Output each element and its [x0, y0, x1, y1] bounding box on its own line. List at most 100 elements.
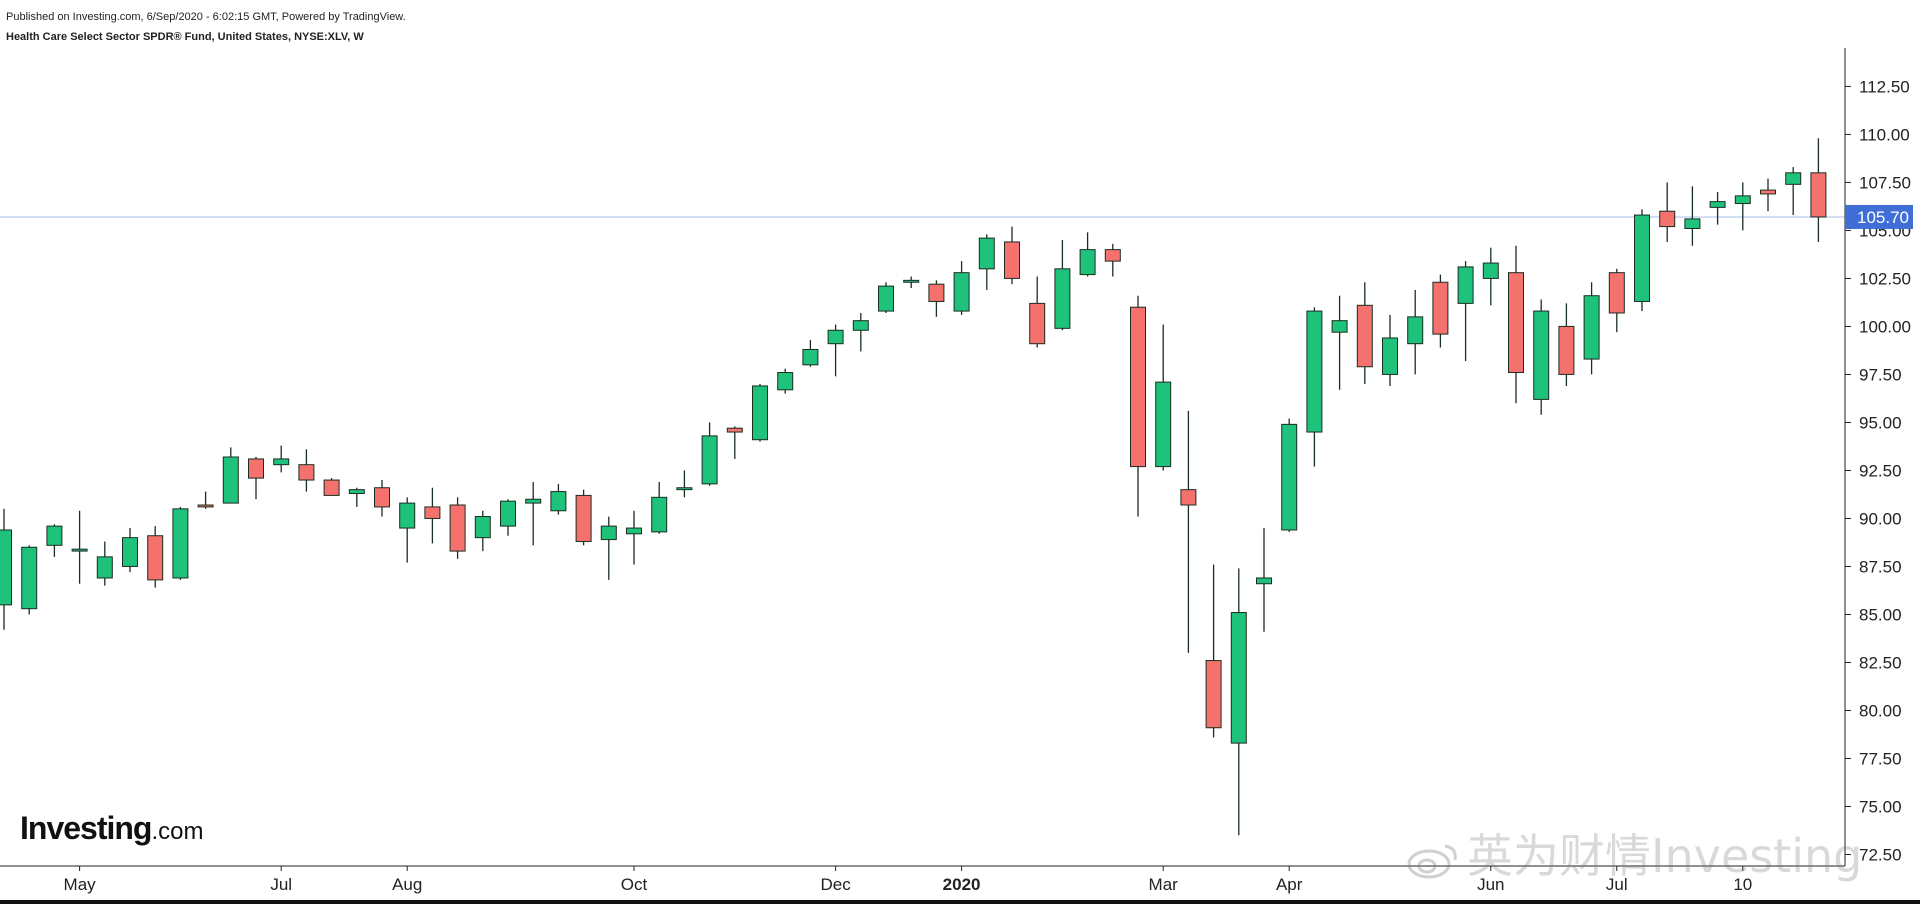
candle-body-up	[348, 489, 365, 494]
candle-body-up	[978, 237, 995, 270]
candle-body-up	[752, 385, 768, 441]
candle-body-up	[122, 537, 138, 567]
axes: 72.50 75.00 77.50 80.00 82.50 85.00 87.50 90.00…	[0, 48, 1913, 894]
watermark: 英为财情Investing	[1405, 820, 1862, 886]
logo-brand: Investing	[20, 810, 152, 846]
x-tick-label: 10	[1733, 875, 1752, 894]
x-tick-label: Aug	[392, 875, 422, 894]
candle-body-up	[21, 546, 38, 610]
candle	[852, 312, 869, 352]
candle	[122, 528, 138, 573]
candle-body-up	[46, 525, 63, 546]
candle-body-up	[96, 556, 113, 579]
published-note: Published on Investing.com, 6/Sep/2020 -…	[6, 11, 406, 23]
x-tick-label: Jul	[1606, 875, 1628, 894]
candle	[550, 483, 567, 515]
candle	[1684, 186, 1701, 246]
candle-body-up	[1457, 266, 1474, 304]
candle	[0, 508, 12, 630]
candle	[752, 384, 768, 442]
x-tick-label: May	[64, 875, 97, 894]
y-tick-label: 75.00	[1859, 797, 1902, 816]
candle-body-up	[852, 320, 869, 331]
candle-body-up	[1306, 310, 1323, 433]
candle	[1457, 261, 1474, 361]
x-tick-label: Dec	[820, 875, 851, 894]
candle-body-up	[1054, 268, 1071, 329]
candle-body-down	[298, 464, 315, 481]
bottom-border	[0, 900, 1920, 904]
price-tag-bg	[1845, 204, 1913, 229]
candle	[1230, 568, 1247, 836]
candle	[21, 545, 38, 615]
candle	[626, 510, 642, 565]
candle-body-up	[1634, 214, 1650, 302]
candle	[1432, 274, 1449, 348]
candle	[147, 526, 164, 588]
y-tick-label: 82.50	[1859, 653, 1902, 672]
price-tag-label: 105.70	[1857, 208, 1909, 227]
candle-body-up	[1482, 262, 1499, 279]
candle-body-down	[147, 535, 164, 581]
candle	[1004, 226, 1020, 285]
x-tick-label: Jun	[1477, 875, 1504, 894]
candle	[474, 510, 491, 552]
current-price-tag: 105.70	[1845, 204, 1913, 229]
investing-logo: Investing.com	[20, 810, 203, 847]
candle	[878, 282, 894, 313]
candle-body-up	[953, 272, 970, 312]
candle	[575, 489, 592, 546]
candle-body-up	[903, 279, 920, 283]
x-tick-label: 2020	[943, 875, 981, 894]
candle-body-down	[1004, 241, 1020, 279]
candle	[273, 445, 290, 473]
y-tick-label: 107.50	[1859, 173, 1911, 192]
candle-body-up	[1281, 423, 1298, 531]
candle	[1256, 528, 1272, 632]
watermark-text: 英为财情Investing	[1467, 829, 1863, 883]
candle-body-up	[1331, 320, 1348, 333]
candle	[928, 280, 945, 317]
candle-body-down	[1205, 660, 1222, 729]
y-tick-label: 85.00	[1859, 605, 1902, 624]
candle-body-down	[1608, 272, 1625, 314]
candle	[827, 324, 844, 377]
candle-body-up	[172, 508, 189, 579]
candle-body-up	[1407, 316, 1424, 345]
y-tick-label: 102.50	[1859, 269, 1911, 288]
x-tick-label: Oct	[621, 875, 648, 894]
y-tick-label: 95.00	[1859, 413, 1902, 432]
candle-body-down	[575, 494, 592, 542]
candle-body-up	[0, 529, 12, 606]
candle-body-up	[1785, 172, 1802, 185]
candle-body-up	[399, 502, 416, 529]
candle-body-down	[1659, 210, 1676, 228]
candle	[1533, 299, 1550, 415]
y-tick-label: 77.50	[1859, 749, 1902, 768]
candle	[197, 491, 214, 509]
candle-body-up	[878, 285, 894, 312]
candle-body-down	[1104, 249, 1121, 262]
y-tick-label: 90.00	[1859, 509, 1902, 528]
candle-body-up	[651, 496, 668, 533]
candle-body-up	[626, 527, 642, 535]
chart-header: Published on Investing.com, 6/Sep/2020 -…	[6, 10, 406, 44]
candle	[1382, 314, 1398, 386]
candle-body-up	[1256, 577, 1272, 585]
x-tick-label: Apr	[1276, 875, 1303, 894]
candle-body-up	[71, 548, 88, 552]
candle	[1659, 182, 1676, 242]
candle	[323, 478, 340, 496]
candle	[1709, 192, 1726, 225]
candle-body-up	[1382, 337, 1398, 375]
candle-body-up	[600, 525, 617, 541]
y-tick-label: 92.50	[1859, 461, 1902, 480]
candle	[676, 470, 693, 498]
candle	[1608, 268, 1625, 333]
candle-body-up	[701, 435, 718, 485]
candle-body-down	[449, 504, 466, 552]
y-tick-label: 87.50	[1859, 557, 1902, 576]
candle	[298, 449, 315, 492]
candle-body-down	[726, 427, 743, 433]
